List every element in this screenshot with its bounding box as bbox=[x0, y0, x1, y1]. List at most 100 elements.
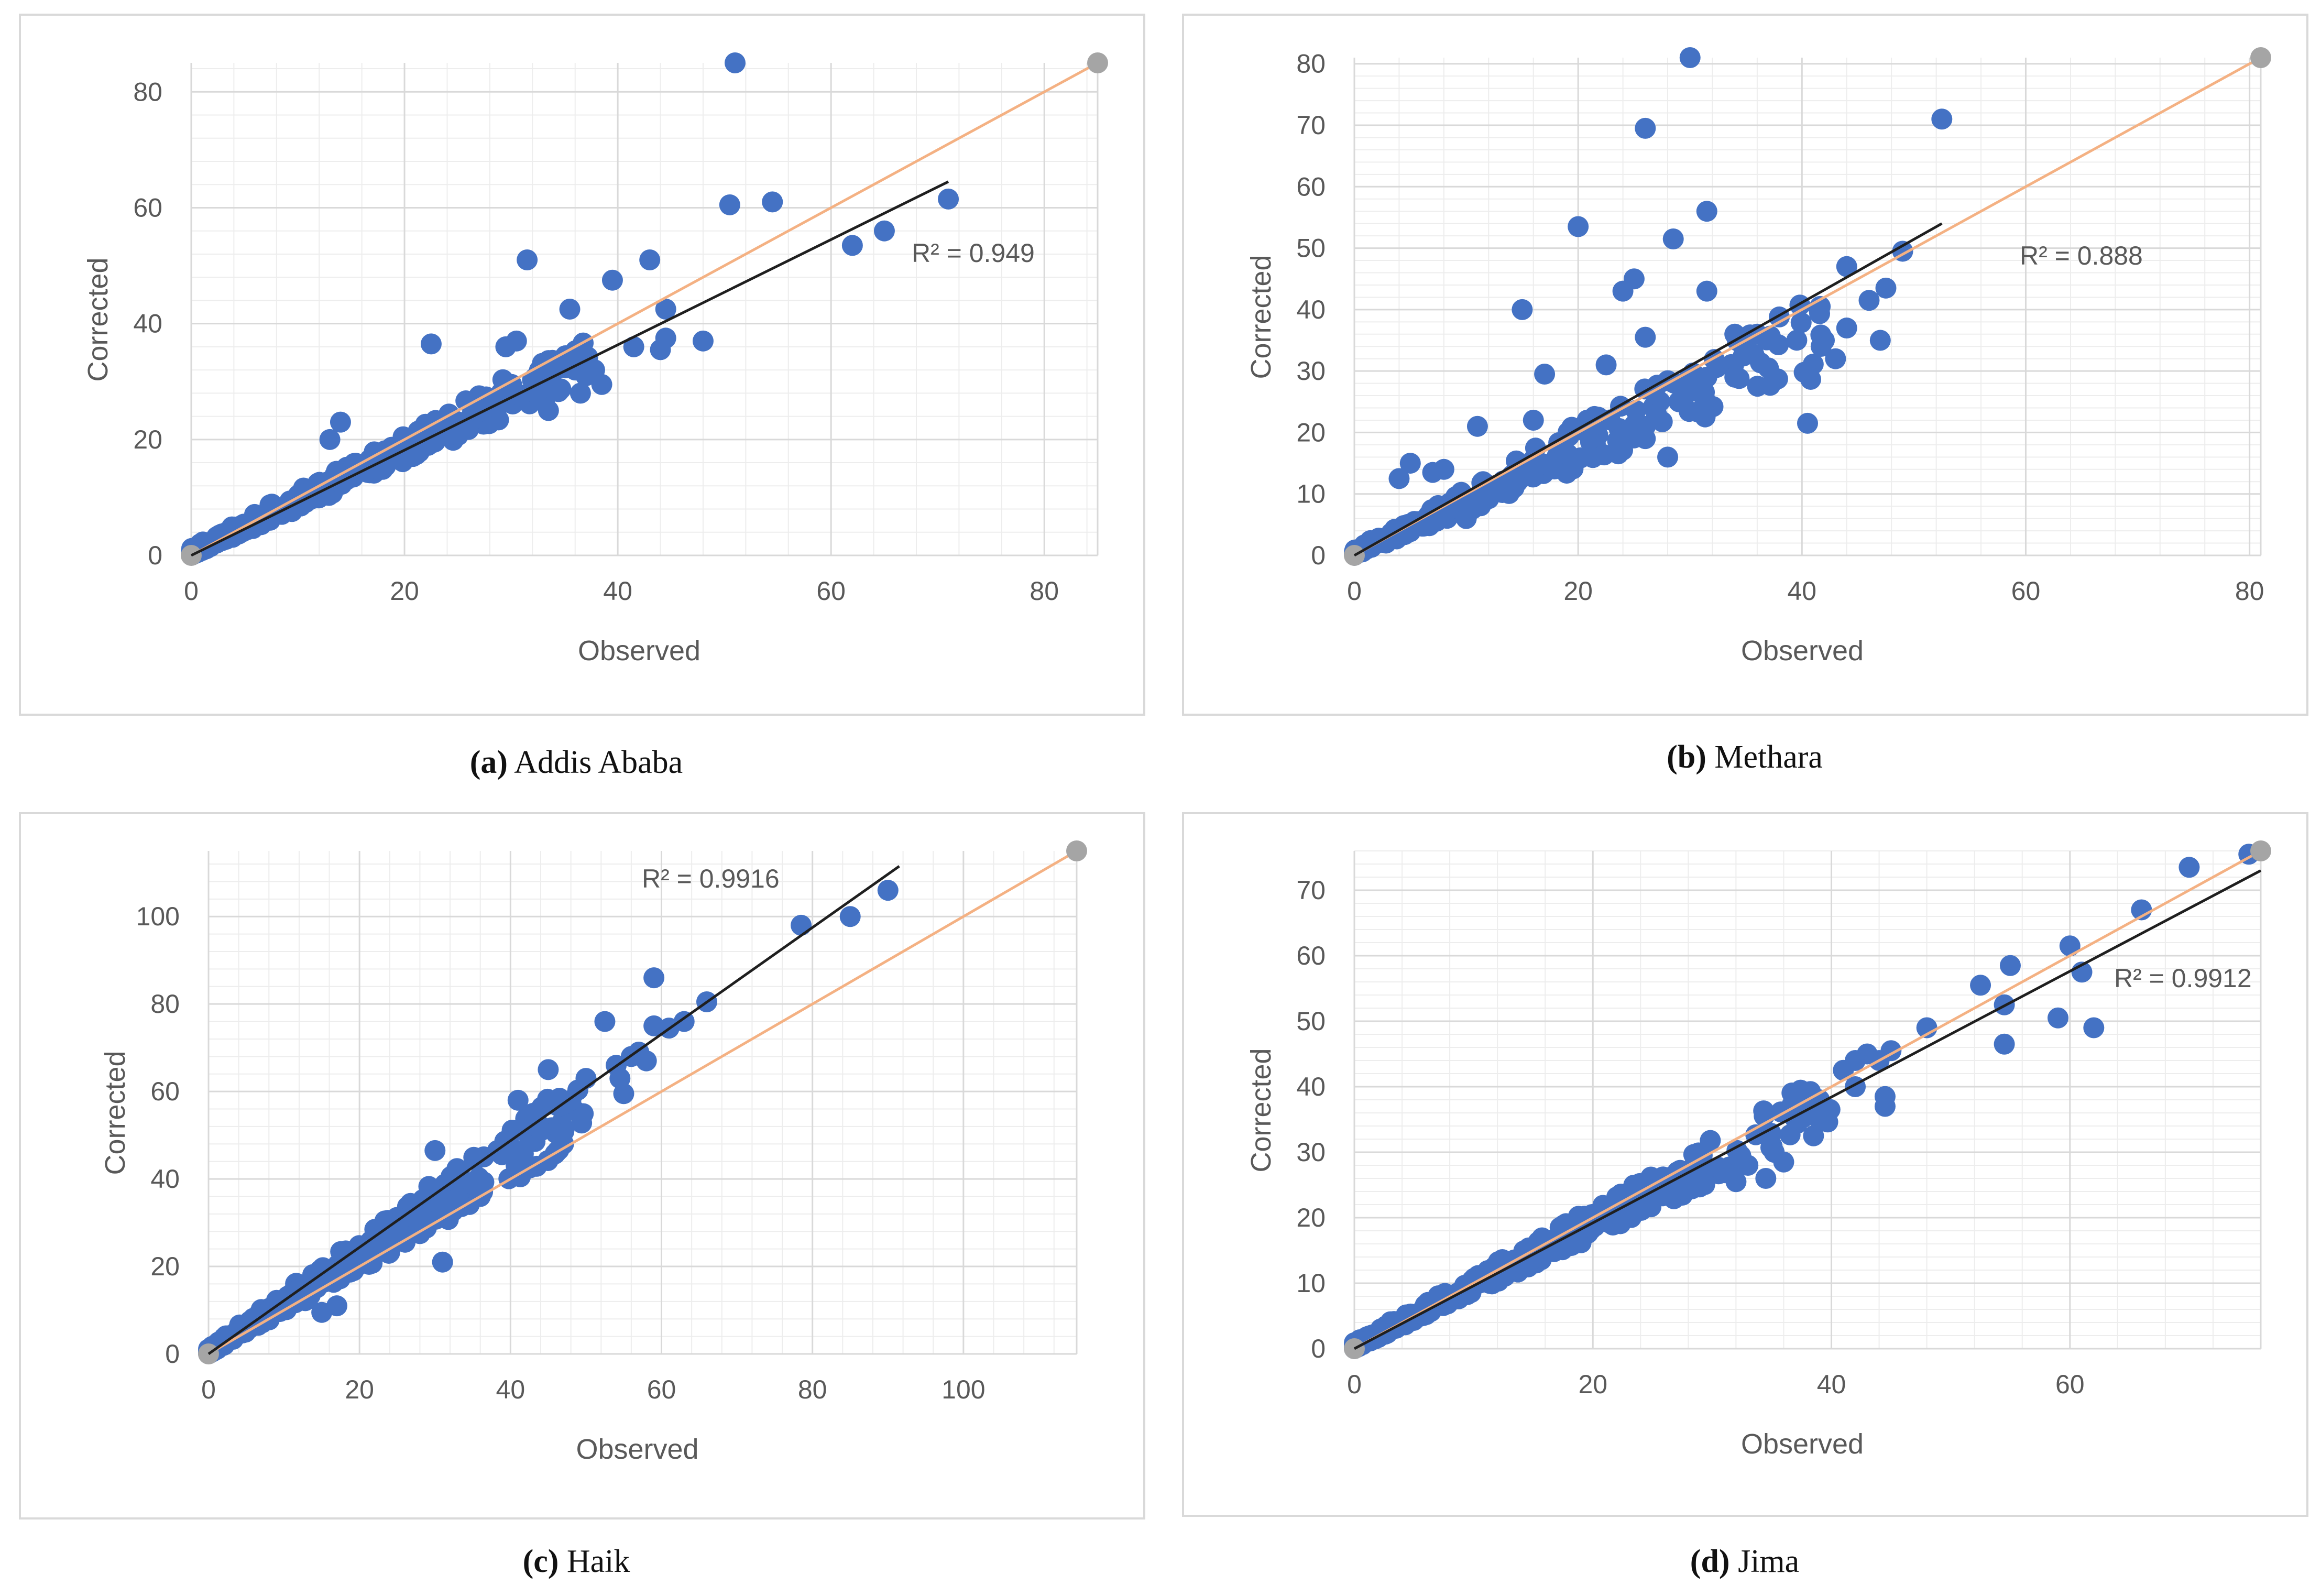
chart-c-point bbox=[530, 1120, 551, 1142]
chart-b-y-axis-title: Corrected bbox=[1245, 255, 1277, 379]
chart-c-x-tick-label: 0 bbox=[201, 1375, 216, 1404]
chart-c-point bbox=[537, 1088, 559, 1110]
chart-b-point bbox=[1541, 454, 1563, 475]
chart-b-point bbox=[1635, 117, 1656, 139]
chart-c-x-tick-label: 40 bbox=[496, 1375, 525, 1404]
chart-a-point bbox=[330, 411, 351, 433]
chart-d-y-tick-label: 70 bbox=[1296, 876, 1326, 905]
chart-b-y-tick-label: 30 bbox=[1296, 356, 1326, 386]
chart-b-x-tick-label: 0 bbox=[1347, 576, 1362, 606]
chart-a-point bbox=[601, 269, 623, 291]
chart-d-point bbox=[1640, 1196, 1662, 1218]
chart-b-point bbox=[1595, 354, 1617, 376]
caption-b: (b) Methara bbox=[1168, 739, 2321, 776]
chart-a-x-tick-label: 20 bbox=[390, 576, 419, 606]
chart-c-y-tick-label: 80 bbox=[150, 989, 180, 1019]
chart-b-point bbox=[1836, 318, 1857, 339]
chart-panel-b: 0 20 40 60 80 0 10 20 30 40 50 60 70 80 Observed Correc… bbox=[1182, 14, 2308, 716]
chart-b-y-tick-label: 60 bbox=[1296, 172, 1326, 201]
chart-c-point bbox=[839, 906, 861, 927]
chart-d-point bbox=[1552, 1239, 1573, 1261]
chart-d-point bbox=[1999, 955, 2021, 976]
chart-d-point bbox=[1713, 1161, 1735, 1183]
chart-a-point bbox=[517, 249, 538, 270]
chart-a-point bbox=[623, 336, 644, 357]
chart-panel-d: 0 20 40 60 0 10 20 30 40 50 60 70 Observed Corrected R… bbox=[1182, 812, 2308, 1517]
chart-c-x-tick-label: 80 bbox=[798, 1375, 827, 1404]
chart-b-point bbox=[1735, 342, 1757, 363]
chart-b-y-tick-label: 80 bbox=[1296, 49, 1326, 79]
chart-a-y-tick-label: 60 bbox=[133, 193, 162, 222]
chart-d-reference-line bbox=[1353, 849, 2262, 1350]
chart-d-point bbox=[1755, 1168, 1777, 1189]
chart-d-point bbox=[1916, 1017, 1937, 1039]
chart-c-point bbox=[538, 1059, 559, 1080]
chart-b-point bbox=[1825, 348, 1846, 369]
chart-d-y-tick-label: 40 bbox=[1296, 1072, 1326, 1101]
chart-a-y-tick-label: 0 bbox=[148, 541, 162, 570]
caption-b-name: Methara bbox=[1714, 739, 1823, 775]
chart-d-point bbox=[1994, 1033, 2015, 1055]
chart-b-x-tick-label: 40 bbox=[1788, 576, 1817, 606]
chart-a-point bbox=[532, 359, 554, 381]
chart-b-point bbox=[1802, 353, 1824, 375]
chart-a-point bbox=[570, 382, 591, 404]
chart-d-point bbox=[1874, 1096, 1896, 1117]
chart-b-point bbox=[1580, 431, 1601, 453]
chart-b-point bbox=[1668, 391, 1690, 412]
caption-c: (c) Haik bbox=[0, 1543, 1153, 1580]
chart-c-point bbox=[418, 1176, 440, 1197]
chart-d-point bbox=[1833, 1059, 1854, 1081]
chart-a-reference-marker-end bbox=[1087, 52, 1108, 73]
chart-c-y-tick-label: 0 bbox=[165, 1339, 180, 1369]
chart-c-x-axis-title: Observed bbox=[576, 1434, 698, 1465]
chart-panel-a: 0 20 40 60 80 0 20 40 60 80 Observed Corrected R² = … bbox=[19, 14, 1145, 716]
chart-a-r2-label: R² = 0.949 bbox=[912, 238, 1035, 268]
chart-c-y-tick-label: 40 bbox=[150, 1164, 180, 1194]
chart-c-point bbox=[575, 1068, 597, 1089]
chart-b-y-tick-label: 70 bbox=[1296, 111, 1326, 140]
chart-d-point bbox=[2178, 857, 2200, 878]
chart-a-x-tick-label: 40 bbox=[603, 576, 632, 606]
chart-b-point bbox=[1696, 280, 1717, 302]
chart-d-point bbox=[1803, 1125, 1824, 1146]
chart-a-point bbox=[538, 400, 559, 421]
chart-c-point bbox=[465, 1149, 486, 1171]
chart-b-point bbox=[1869, 330, 1891, 351]
chart-c-point bbox=[509, 1153, 531, 1174]
scatter-chart-a: 0 20 40 60 80 0 20 40 60 80 Observed Corrected R² = … bbox=[82, 52, 1108, 666]
chart-c-point bbox=[432, 1251, 453, 1273]
chart-d-point bbox=[2048, 1007, 2069, 1029]
chart-b-point bbox=[1399, 453, 1421, 474]
chart-b-point bbox=[1679, 47, 1701, 68]
chart-a-point bbox=[559, 299, 581, 320]
chart-b-point bbox=[1568, 216, 1589, 237]
chart-c-r2-label: R² = 0.9916 bbox=[642, 864, 780, 893]
chart-b-point bbox=[1534, 364, 1556, 385]
chart-b-point bbox=[1931, 108, 1953, 130]
chart-b-point bbox=[1562, 458, 1584, 479]
chart-d-point bbox=[1760, 1137, 1781, 1158]
chart-a-point bbox=[639, 249, 661, 270]
chart-a-point bbox=[506, 330, 527, 352]
chart-c-point bbox=[311, 1302, 333, 1323]
caption-c-name: Haik bbox=[566, 1544, 630, 1579]
chart-b-point bbox=[1523, 409, 1544, 431]
chart-c-point bbox=[791, 914, 812, 936]
chart-c-point bbox=[613, 1083, 634, 1105]
chart-b-y-tick-label: 20 bbox=[1296, 418, 1326, 447]
chart-a-point bbox=[873, 220, 895, 242]
chart-c-y-tick-label: 20 bbox=[150, 1252, 180, 1281]
chart-a-x-axis-title: Observed bbox=[578, 635, 700, 666]
chart-b-point bbox=[1662, 228, 1684, 249]
chart-d-point bbox=[2131, 899, 2152, 921]
caption-d: (d) Jima bbox=[1168, 1543, 2321, 1580]
chart-a-point bbox=[762, 191, 783, 213]
caption-d-name: Jima bbox=[1738, 1544, 1800, 1579]
chart-d-y-tick-label: 50 bbox=[1296, 1007, 1326, 1036]
chart-a-point bbox=[725, 52, 746, 73]
chart-b-point bbox=[1696, 201, 1717, 222]
chart-a-point bbox=[938, 188, 959, 210]
chart-a-point bbox=[719, 194, 740, 215]
chart-a-x-tick-label: 80 bbox=[1030, 576, 1059, 606]
